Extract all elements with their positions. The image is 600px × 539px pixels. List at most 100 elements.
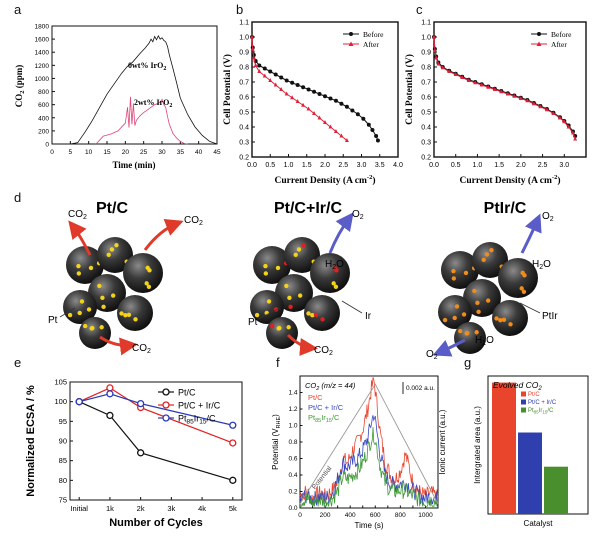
annotation-text: 0wt% IrO: [128, 61, 163, 70]
y-tick-label: 80: [59, 476, 67, 485]
h2o-label: H2O: [325, 259, 344, 271]
x-tick-label: 200: [320, 512, 331, 519]
x-tick-label: 1.5: [494, 162, 504, 169]
data-point-before: [306, 87, 311, 92]
data-point-after: [570, 130, 575, 135]
x-tick-label: 2k: [137, 504, 145, 513]
ptc-particle: [77, 310, 82, 316]
data-point: [229, 421, 237, 429]
ptir-mix-sphere: [284, 237, 320, 273]
ptir-mix-particle: [293, 252, 298, 257]
ylabel-sub: 2: [19, 91, 26, 94]
reaction-arrow-red: [99, 335, 138, 356]
data-point-before: [273, 72, 278, 77]
series-line-after: [433, 36, 576, 140]
text-span: RHE: [276, 417, 282, 429]
ptir-alloy-particle: [476, 309, 481, 315]
ptir-alloy-particle: [481, 257, 486, 262]
y-tick-label: 0.5: [239, 110, 249, 117]
y-tick-label: 105: [54, 378, 67, 387]
ptc-particle: [145, 265, 150, 270]
series-line-2: [300, 427, 439, 507]
x-tick-label: 2.5: [538, 162, 548, 169]
ptc-sphere: [117, 295, 153, 331]
series-line-before: [433, 36, 576, 137]
data-point-after: [562, 119, 567, 124]
text-span: 2: [83, 214, 87, 221]
legend-label: Pt85Ir15/C: [178, 414, 216, 426]
x-tick-label: 45: [213, 149, 221, 156]
ptir-mix-sphere: [310, 253, 350, 293]
y-tick-label: 1.2: [288, 406, 297, 413]
xlabel-sup: -2: [552, 174, 557, 181]
ptir-mix-particle: [270, 323, 275, 329]
ptir-alloy-sphere: [463, 279, 501, 317]
ir-label: Ir: [365, 311, 372, 322]
ptir-mix-particle: [284, 283, 289, 289]
x-tick-label: Initial: [70, 504, 88, 513]
ptir-alloy-particle: [485, 298, 491, 303]
data-point-after: [301, 102, 306, 107]
ylabel-main: CO: [14, 94, 24, 108]
text-span: 85: [315, 418, 321, 424]
panel-label-g: g: [464, 355, 472, 370]
data-point-after: [344, 138, 349, 142]
ptir-alloy-particle: [451, 276, 457, 281]
leader-line: [257, 307, 281, 320]
y-tick-label: 0.8: [288, 439, 297, 446]
panel-label-d: d: [14, 190, 22, 205]
data-point-after: [262, 73, 267, 78]
ptir-mix-particle: [286, 325, 291, 330]
chart-panel-f: 0 200 400 600 800 1000 0.0 0.2 0.4 0.6 0.8 1.0 1.2 1.…: [271, 375, 447, 530]
legend-label: Pt/C + Ir/C: [178, 401, 221, 411]
x-tick-label: 35: [177, 149, 185, 156]
ptir-mix-particle: [313, 312, 319, 318]
reaction-arrow-blue: [520, 213, 542, 254]
y-axis-label: Cell Potential (V): [404, 54, 415, 125]
pt-label: Pt: [48, 315, 58, 326]
y-tick-label: 0.6: [239, 95, 249, 102]
ptir-alloy-particle: [464, 331, 469, 336]
xlabel-end: ): [372, 175, 375, 186]
x-axis-label: Time (s): [354, 521, 383, 530]
y-tick-label: 800: [38, 89, 49, 96]
data-point-after: [268, 78, 273, 82]
x-tick-label: 0.5: [265, 162, 275, 169]
x-tick-label: 4.0: [393, 162, 403, 169]
text-span: Ir: [194, 414, 200, 424]
data-point-before: [323, 94, 327, 99]
y-tick-label: 200: [38, 128, 49, 135]
x-tick-label: 4k: [198, 504, 206, 513]
legend-label-before: Before: [551, 30, 572, 39]
x-tick-label: 1.5: [302, 162, 312, 169]
text-span: O: [352, 209, 360, 220]
data-point-after: [544, 107, 549, 112]
legend-marker: [162, 401, 170, 409]
plot-frame: [433, 21, 587, 158]
data-point-after: [453, 72, 458, 76]
series-line-0: [78, 401, 233, 481]
legend-swatch: [521, 391, 526, 397]
text-span: CO: [68, 209, 83, 220]
y-axis-label: Intergrated area (a.u.): [473, 406, 482, 484]
legend-marker: [162, 414, 170, 422]
ptir-alloy-sphere: [441, 251, 479, 289]
x-tick-label: 10: [85, 149, 93, 156]
ptir-alloy-sphere: [498, 258, 538, 298]
ptc-particle: [76, 263, 81, 269]
ptir-mix-sphere: [275, 274, 313, 312]
ptir-alloy-particle: [521, 289, 527, 294]
data-point-after: [551, 111, 556, 115]
data-point-before: [317, 92, 322, 96]
data-point-after: [432, 48, 437, 52]
legend-label: Pt/C + Ir/C: [528, 400, 557, 406]
ptc-particle: [106, 252, 111, 257]
data-point: [106, 390, 114, 398]
ptir-alloy-particle: [452, 315, 457, 321]
data-point-after: [251, 55, 256, 60]
ptir-mix-particle: [275, 265, 281, 271]
y-tick-label: 90: [59, 437, 67, 446]
text-span: H: [325, 259, 332, 270]
ptir-alloy-particle: [489, 248, 494, 253]
text-span: 15: [326, 418, 332, 424]
